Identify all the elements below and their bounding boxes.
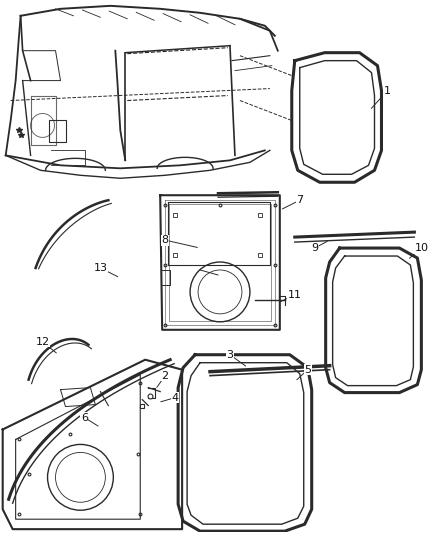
Text: 6: 6 [81,413,88,423]
Text: 7: 7 [296,195,303,205]
Text: 3: 3 [226,350,233,360]
Text: 11: 11 [288,290,302,300]
Text: 2: 2 [162,370,169,381]
Text: 5: 5 [304,365,311,375]
Text: 10: 10 [414,243,428,253]
Text: 4: 4 [172,393,179,402]
Text: 1: 1 [384,86,391,95]
Text: 9: 9 [311,243,318,253]
Text: 12: 12 [35,337,49,347]
Text: 13: 13 [93,263,107,273]
Text: 8: 8 [162,235,169,245]
Bar [49,120,67,142]
